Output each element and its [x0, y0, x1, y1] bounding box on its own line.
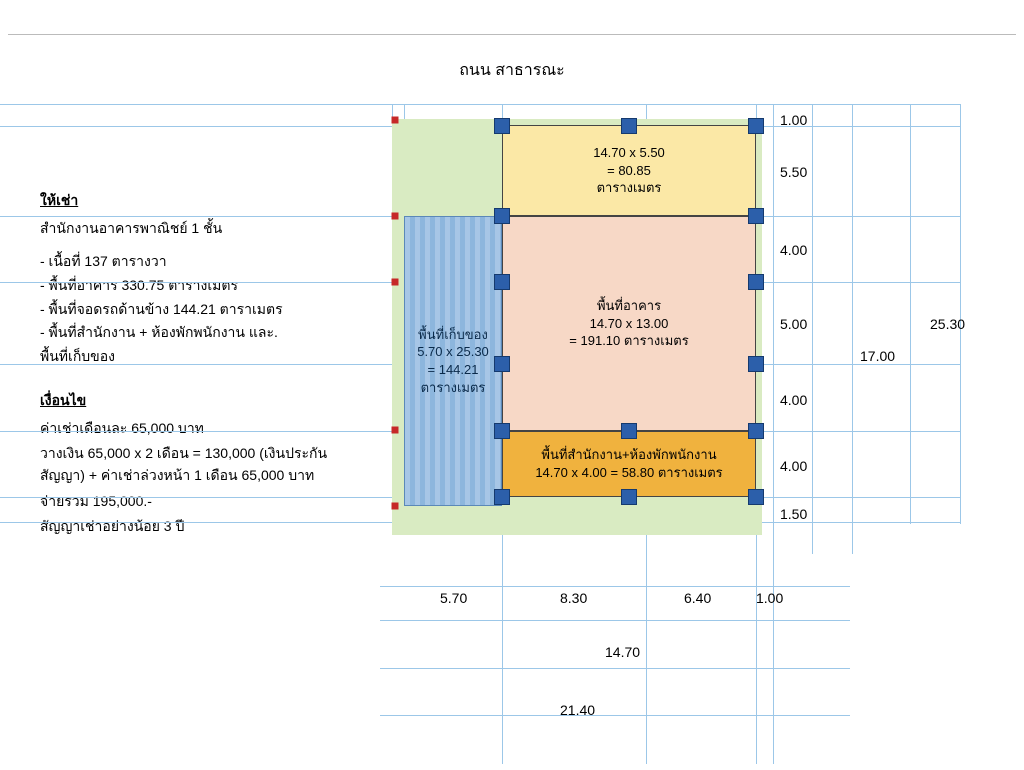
red-dot [392, 117, 399, 124]
gridline-horizontal [380, 586, 850, 587]
list-item: - พื้นที่สำนักงาน + ห้องพักพนักงาน และ. [40, 322, 370, 344]
red-dot [392, 503, 399, 510]
list-item: - เนื้อที่ 137 ตารางวา [40, 251, 370, 273]
gridline-horizontal [380, 668, 850, 669]
zone-blue: พื้นที่เก็บของ5.70 x 25.30= 144.21ตารางเ… [404, 216, 502, 506]
zone-pink: พื้นที่อาคาร14.70 x 13.00= 191.10 ตารางเ… [502, 216, 756, 431]
dim-bottom-mid: 14.70 [605, 644, 640, 660]
dim-bottom: 6.40 [684, 590, 711, 606]
handle-square [494, 274, 510, 290]
gridline-vertical [812, 104, 813, 554]
lease-subtitle: สำนักงานอาคารพาณิชย์ 1 ชั้น [40, 218, 370, 240]
dim-right: 5.50 [780, 164, 807, 180]
list-item: - พื้นที่อาคาร 330.75 ตารางเมตร [40, 275, 370, 297]
list-item: - พื้นที่จอดรถด้านข้าง 144.21 ตาราเมตร [40, 299, 370, 321]
road-label: ถนน สาธารณะ [459, 58, 565, 83]
handle-square [748, 423, 764, 439]
handle-square [494, 208, 510, 224]
handle-square [748, 118, 764, 134]
gridline-vertical [960, 104, 961, 524]
zone-orange: พื้นที่สำนักงาน+ห้องพักพนักงาน14.70 x 4.… [502, 431, 756, 497]
lease-bullets: - เนื้อที่ 137 ตารางวา - พื้นที่อาคาร 33… [40, 251, 370, 367]
handle-square [494, 423, 510, 439]
terms-line: ค่าเช่าเดือนละ 65,000 บาท [40, 418, 370, 440]
dim-bottom: 1.00 [756, 590, 783, 606]
handle-square [748, 274, 764, 290]
dim-bottom-total: 21.40 [560, 702, 595, 718]
handle-square [621, 489, 637, 505]
terms-line: จ่ายรวม 195,000.- [40, 491, 370, 513]
red-dot [392, 279, 399, 286]
text-column: ให้เช่า สำนักงานอาคารพาณิชย์ 1 ชั้น - เน… [40, 190, 370, 542]
handle-square [748, 489, 764, 505]
gridline-vertical [852, 104, 853, 554]
handle-square [494, 356, 510, 372]
floor-plan: 14.70 x 5.50= 80.85ตารางเมตรพื้นที่อาคาร… [380, 90, 980, 770]
dim-bottom: 8.30 [560, 590, 587, 606]
dim-right-mid: 17.00 [860, 348, 895, 364]
handle-square [748, 208, 764, 224]
handle-square [621, 423, 637, 439]
dim-right: 1.50 [780, 506, 807, 522]
handle-square [748, 356, 764, 372]
dim-right: 4.00 [780, 458, 807, 474]
gridline-horizontal [380, 715, 850, 716]
gridline-vertical [910, 104, 911, 524]
gridline-horizontal [0, 104, 960, 105]
dim-bottom: 5.70 [440, 590, 467, 606]
dim-right: 1.00 [780, 112, 807, 128]
dim-right: 4.00 [780, 392, 807, 408]
terms-header: เงื่อนไข [40, 390, 86, 412]
handle-square [494, 118, 510, 134]
dim-right: 5.00 [780, 316, 807, 332]
gridline-horizontal [380, 620, 850, 621]
red-dot [392, 427, 399, 434]
terms-line: สัญญาเช่าอย่างน้อย 3 ปี [40, 516, 370, 538]
lease-header: ให้เช่า [40, 190, 78, 212]
handle-square [494, 489, 510, 505]
dim-right: 4.00 [780, 242, 807, 258]
zone-yellow: 14.70 x 5.50= 80.85ตารางเมตร [502, 125, 756, 216]
dim-right-total: 25.30 [930, 316, 965, 332]
top-rule [8, 34, 1016, 35]
terms-line: วางเงิน 65,000 x 2 เดือน = 130,000 (เงิน… [40, 443, 370, 486]
handle-square [621, 118, 637, 134]
gridline-vertical [773, 104, 774, 764]
red-dot [392, 213, 399, 220]
